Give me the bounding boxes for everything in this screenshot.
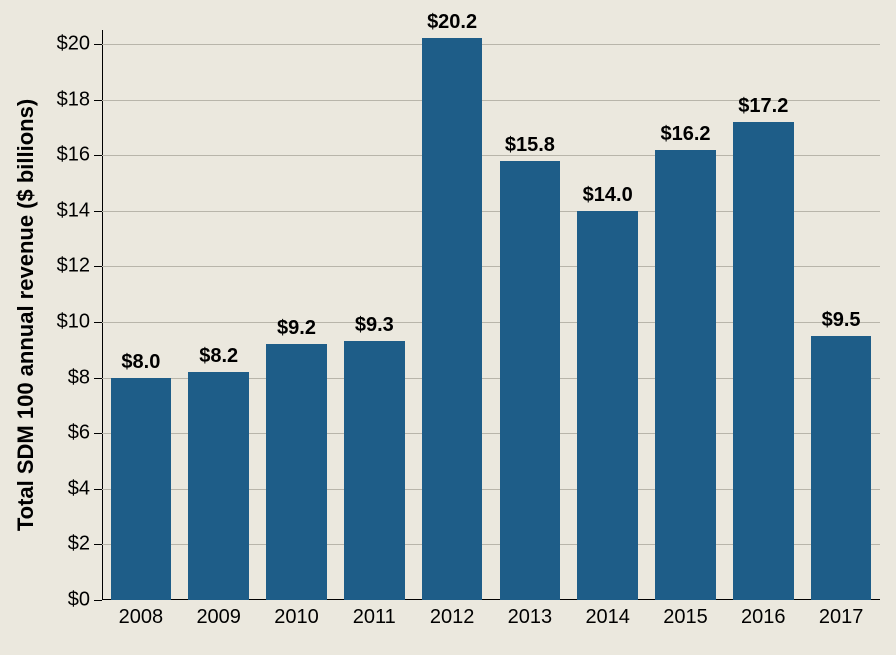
plot-area: $8.0$8.2$9.2$9.3$20.2$15.8$14.0$16.2$17.… xyxy=(102,30,880,600)
bar-value-label: $9.2 xyxy=(277,317,316,340)
y-axis-line xyxy=(102,30,103,600)
bar xyxy=(577,211,638,600)
x-tick-label: 2014 xyxy=(585,606,630,629)
bar xyxy=(733,122,794,600)
bar xyxy=(188,372,249,600)
y-tick xyxy=(94,600,102,601)
y-tick-label: $8 xyxy=(44,366,90,389)
y-tick xyxy=(94,44,102,45)
y-tick xyxy=(94,378,102,379)
bar-value-label: $9.5 xyxy=(822,309,861,332)
bar xyxy=(111,378,172,600)
gridline xyxy=(102,44,880,45)
bar-value-label: $8.2 xyxy=(199,345,238,368)
y-tick xyxy=(94,489,102,490)
x-tick-label: 2011 xyxy=(353,606,396,629)
y-tick xyxy=(94,544,102,545)
bar-value-label: $15.8 xyxy=(505,134,555,157)
y-tick-label: $18 xyxy=(44,88,90,111)
bar xyxy=(422,38,483,600)
y-tick-label: $4 xyxy=(44,477,90,500)
bar-value-label: $20.2 xyxy=(427,11,477,34)
x-tick-label: 2016 xyxy=(741,606,786,629)
bar xyxy=(500,161,561,600)
bar-value-label: $9.3 xyxy=(355,314,394,337)
y-tick-label: $10 xyxy=(44,310,90,333)
y-tick-label: $2 xyxy=(44,533,90,556)
bar-value-label: $17.2 xyxy=(738,95,788,118)
y-tick-label: $16 xyxy=(44,144,90,167)
y-tick xyxy=(94,433,102,434)
y-tick xyxy=(94,155,102,156)
bar xyxy=(811,336,872,600)
y-tick xyxy=(94,100,102,101)
y-tick xyxy=(94,211,102,212)
x-tick-label: 2009 xyxy=(196,606,241,629)
y-tick-label: $14 xyxy=(44,199,90,222)
y-tick xyxy=(94,266,102,267)
x-tick-label: 2010 xyxy=(274,606,319,629)
x-tick-label: 2012 xyxy=(430,606,475,629)
y-tick-label: $12 xyxy=(44,255,90,278)
y-tick-label: $0 xyxy=(44,589,90,612)
x-tick-label: 2015 xyxy=(663,606,708,629)
chart-container: Total SDM 100 annual revenue ($ billions… xyxy=(0,0,896,655)
y-axis-title: Total SDM 100 annual revenue ($ billions… xyxy=(13,99,39,531)
bar-value-label: $8.0 xyxy=(121,351,160,374)
y-tick-label: $20 xyxy=(44,32,90,55)
x-tick-label: 2017 xyxy=(819,606,864,629)
y-tick xyxy=(94,322,102,323)
bar-value-label: $16.2 xyxy=(660,123,710,146)
bar xyxy=(344,341,405,600)
bar xyxy=(655,150,716,600)
bar-value-label: $14.0 xyxy=(583,184,633,207)
bar xyxy=(266,344,327,600)
x-tick-label: 2008 xyxy=(119,606,164,629)
x-tick-label: 2013 xyxy=(508,606,553,629)
y-tick-label: $6 xyxy=(44,422,90,445)
